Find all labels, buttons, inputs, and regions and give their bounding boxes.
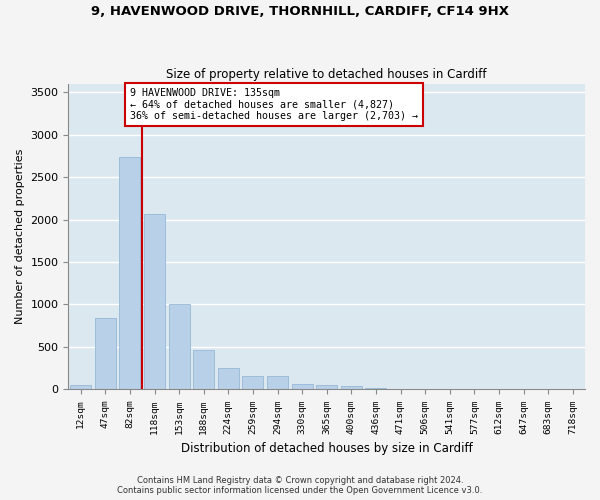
- Text: Contains HM Land Registry data © Crown copyright and database right 2024.
Contai: Contains HM Land Registry data © Crown c…: [118, 476, 482, 495]
- Bar: [316, 385, 337, 390]
- Bar: [169, 304, 190, 390]
- Bar: [144, 214, 165, 390]
- X-axis label: Distribution of detached houses by size in Cardiff: Distribution of detached houses by size …: [181, 442, 473, 455]
- Text: 9, HAVENWOOD DRIVE, THORNHILL, CARDIFF, CF14 9HX: 9, HAVENWOOD DRIVE, THORNHILL, CARDIFF, …: [91, 5, 509, 18]
- Bar: [119, 158, 140, 390]
- Bar: [365, 388, 386, 390]
- Bar: [390, 388, 411, 390]
- Bar: [193, 350, 214, 390]
- Y-axis label: Number of detached properties: Number of detached properties: [15, 149, 25, 324]
- Title: Size of property relative to detached houses in Cardiff: Size of property relative to detached ho…: [166, 68, 487, 81]
- Bar: [267, 376, 288, 390]
- Bar: [292, 384, 313, 390]
- Bar: [242, 376, 263, 390]
- Bar: [70, 385, 91, 390]
- Text: 9 HAVENWOOD DRIVE: 135sqm
← 64% of detached houses are smaller (4,827)
36% of se: 9 HAVENWOOD DRIVE: 135sqm ← 64% of detac…: [130, 88, 418, 122]
- Bar: [95, 318, 116, 390]
- Bar: [218, 368, 239, 390]
- Bar: [341, 386, 362, 390]
